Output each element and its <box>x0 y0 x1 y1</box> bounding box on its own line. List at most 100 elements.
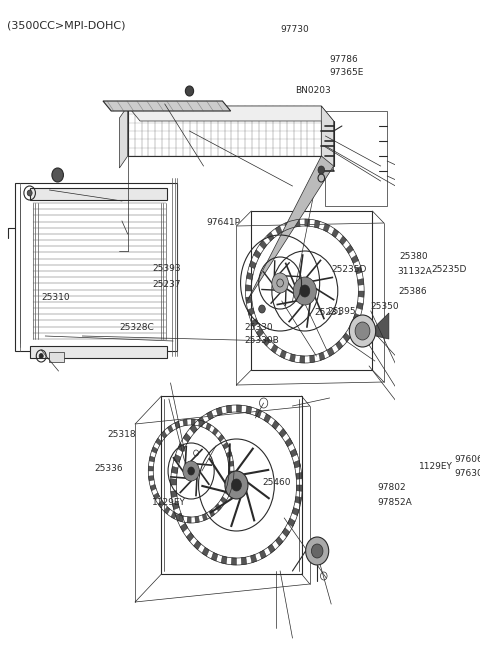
Circle shape <box>259 305 265 313</box>
Bar <box>30 188 167 200</box>
Text: 25460: 25460 <box>262 478 290 487</box>
Circle shape <box>312 544 323 558</box>
Polygon shape <box>276 537 283 546</box>
Bar <box>325 111 387 206</box>
Polygon shape <box>348 324 356 332</box>
Polygon shape <box>226 451 232 458</box>
Polygon shape <box>327 347 335 356</box>
Polygon shape <box>209 509 215 517</box>
Polygon shape <box>215 503 221 511</box>
Text: BN0203: BN0203 <box>295 86 331 95</box>
Polygon shape <box>225 489 231 496</box>
Polygon shape <box>310 355 315 363</box>
Text: 25328C: 25328C <box>120 323 154 332</box>
Polygon shape <box>256 328 264 337</box>
Circle shape <box>225 471 248 499</box>
Text: 97852A: 97852A <box>377 498 412 507</box>
Polygon shape <box>190 424 197 434</box>
Text: 25310: 25310 <box>41 293 70 302</box>
Polygon shape <box>103 101 231 111</box>
Polygon shape <box>263 337 270 346</box>
Polygon shape <box>171 491 177 498</box>
Polygon shape <box>358 291 364 297</box>
Polygon shape <box>339 236 347 245</box>
Text: 25386: 25386 <box>398 287 427 296</box>
Polygon shape <box>174 454 181 462</box>
Polygon shape <box>205 423 211 430</box>
Polygon shape <box>247 156 334 301</box>
Polygon shape <box>191 419 195 425</box>
Polygon shape <box>271 344 278 354</box>
Text: 25380: 25380 <box>399 252 428 261</box>
Polygon shape <box>295 219 300 227</box>
Polygon shape <box>353 313 360 322</box>
Polygon shape <box>292 507 299 515</box>
Polygon shape <box>246 272 253 280</box>
Circle shape <box>355 322 370 340</box>
Polygon shape <box>195 516 200 523</box>
Polygon shape <box>251 554 257 563</box>
Polygon shape <box>343 333 350 342</box>
Polygon shape <box>358 278 364 285</box>
Polygon shape <box>241 557 247 565</box>
Polygon shape <box>282 528 290 537</box>
Polygon shape <box>202 547 209 556</box>
Bar <box>161 396 301 574</box>
Polygon shape <box>248 308 254 316</box>
Polygon shape <box>289 354 296 362</box>
Polygon shape <box>183 420 187 426</box>
Text: 25235D: 25235D <box>331 265 367 274</box>
Polygon shape <box>249 260 256 269</box>
Polygon shape <box>206 411 214 420</box>
Polygon shape <box>179 515 184 522</box>
Polygon shape <box>351 255 359 264</box>
Bar <box>15 183 177 351</box>
Text: 25330B: 25330B <box>244 336 278 345</box>
Polygon shape <box>153 493 160 500</box>
Text: 25395: 25395 <box>327 307 356 316</box>
Polygon shape <box>150 484 156 491</box>
Polygon shape <box>226 405 232 413</box>
Polygon shape <box>279 428 287 438</box>
Polygon shape <box>297 485 302 492</box>
Polygon shape <box>186 532 194 541</box>
Polygon shape <box>228 461 234 466</box>
Polygon shape <box>346 244 353 254</box>
Polygon shape <box>251 318 258 327</box>
Polygon shape <box>187 517 191 523</box>
Polygon shape <box>220 497 227 504</box>
Polygon shape <box>202 513 207 521</box>
Polygon shape <box>272 420 279 430</box>
Text: 25231: 25231 <box>315 308 343 317</box>
Polygon shape <box>172 502 179 509</box>
Polygon shape <box>231 557 237 565</box>
Text: 97630: 97630 <box>455 469 480 478</box>
Polygon shape <box>280 350 287 359</box>
Polygon shape <box>323 223 330 232</box>
Polygon shape <box>290 449 297 457</box>
Polygon shape <box>268 544 275 553</box>
Polygon shape <box>305 219 310 226</box>
Polygon shape <box>237 405 241 412</box>
Text: 1129EY: 1129EY <box>153 498 186 507</box>
Polygon shape <box>275 226 282 234</box>
Bar <box>30 346 167 358</box>
Text: 97730: 97730 <box>280 25 309 34</box>
Polygon shape <box>193 541 201 549</box>
Text: 25318: 25318 <box>107 430 136 439</box>
Text: 25237: 25237 <box>153 280 181 289</box>
Circle shape <box>231 479 241 491</box>
Polygon shape <box>376 313 389 339</box>
Polygon shape <box>336 341 343 350</box>
Text: 97365E: 97365E <box>330 68 364 77</box>
Polygon shape <box>253 250 261 258</box>
Polygon shape <box>149 456 155 462</box>
Polygon shape <box>332 228 339 238</box>
Text: 97641P: 97641P <box>206 218 240 227</box>
Polygon shape <box>168 425 173 433</box>
Polygon shape <box>183 433 191 442</box>
Text: 25235D: 25235D <box>431 265 466 274</box>
Circle shape <box>293 277 316 305</box>
Polygon shape <box>218 434 224 442</box>
Text: 31132A: 31132A <box>397 267 432 276</box>
